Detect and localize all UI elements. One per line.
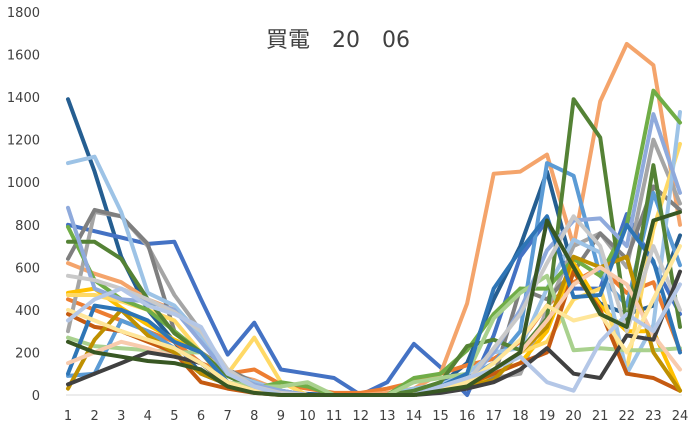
x-tick-label: 12 (352, 409, 369, 424)
y-axis-ticks: 0 200 400 600 800 1000 1200 1400 1600 1800 (7, 6, 40, 404)
y-tick-label: 1400 (7, 91, 40, 106)
x-tick-label: 16 (459, 409, 476, 424)
x-tick-label: 24 (672, 409, 689, 424)
x-tick-label: 22 (619, 409, 636, 424)
series-lines (66, 41, 682, 397)
y-tick-label: 0 (32, 389, 40, 404)
x-tick-label: 20 (565, 409, 582, 424)
y-tick-label: 600 (15, 261, 40, 276)
x-tick-label: 10 (299, 409, 316, 424)
x-tick-label: 21 (592, 409, 609, 424)
x-tick-label: 17 (485, 409, 502, 424)
x-tick-label: 9 (277, 409, 285, 424)
series-line-2 (66, 212, 682, 397)
x-tick-label: 7 (224, 409, 232, 424)
y-tick-label: 1800 (7, 6, 40, 21)
x-tick-label: 8 (250, 409, 258, 424)
x-tick-label: 15 (432, 409, 449, 424)
y-tick-label: 1000 (7, 176, 40, 191)
x-tick-label: 23 (645, 409, 662, 424)
y-tick-label: 200 (15, 346, 40, 361)
x-tick-label: 18 (512, 409, 529, 424)
x-tick-label: 14 (406, 409, 423, 424)
y-tick-label: 1600 (7, 49, 40, 64)
x-axis-ticks: 1 2 3 4 5 6 7 8 9 10 11 12 13 14 15 16 17 18 19 20 21 22 23 24 (64, 409, 688, 424)
series-line-23 (66, 210, 682, 397)
y-tick-label: 400 (15, 304, 40, 319)
x-tick-label: 5 (170, 409, 178, 424)
x-tick-label: 1 (64, 409, 72, 424)
x-tick-label: 3 (117, 409, 125, 424)
y-tick-label: 1200 (7, 134, 40, 149)
x-tick-label: 2 (90, 409, 98, 424)
x-tick-label: 11 (326, 409, 343, 424)
x-tick-label: 13 (379, 409, 396, 424)
x-tick-label: 19 (539, 409, 556, 424)
x-tick-label: 6 (197, 409, 205, 424)
y-tick-label: 800 (15, 219, 40, 234)
chart-title: 買電 20 06 (266, 28, 410, 53)
x-tick-label: 4 (144, 409, 152, 424)
